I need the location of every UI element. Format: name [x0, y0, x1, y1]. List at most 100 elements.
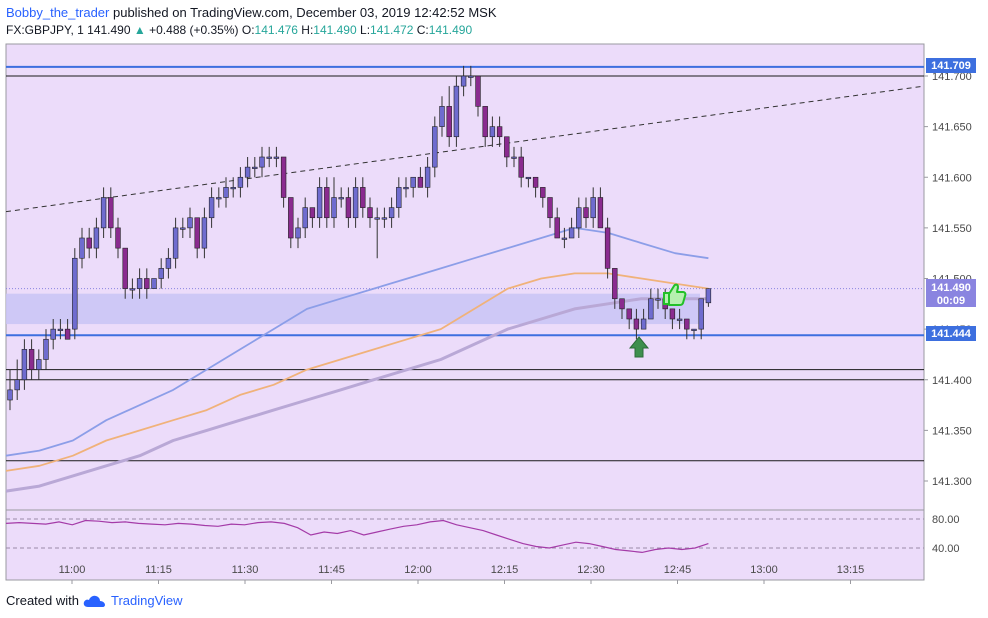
candle-body [21, 349, 28, 381]
y-tick-label-7: 141.650 [932, 122, 972, 134]
candle-body [158, 268, 164, 279]
candle-body [374, 217, 380, 220]
ma-line-1 [5, 272, 709, 472]
candle-60 [439, 96, 445, 137]
candle-body [403, 187, 409, 190]
candle-18 [136, 268, 143, 299]
candle-17 [129, 278, 136, 299]
candle-body [194, 217, 200, 249]
candles [7, 65, 712, 411]
candle-body [360, 187, 366, 208]
author-link[interactable]: Bobby_the_trader [6, 5, 110, 20]
main-pane-bg [6, 44, 924, 510]
candle-body [309, 207, 316, 219]
candle-body [554, 217, 560, 239]
green-up-arrow-icon [628, 336, 650, 358]
candle-3 [28, 339, 35, 380]
candle-body [187, 217, 193, 229]
tradingview-link[interactable]: TradingView [110, 593, 183, 608]
candle-body [619, 298, 625, 310]
candle-77 [561, 227, 568, 249]
candle-45 [331, 177, 337, 228]
candle-10 [79, 227, 85, 269]
candle-body [43, 338, 49, 360]
zone-rect [6, 293, 700, 325]
candle-95 [691, 328, 697, 340]
candle-body [468, 75, 474, 78]
candle-25 [187, 207, 193, 238]
symbol-header: FX:GBPJPY, 1 141.490 ▲ +0.488 (+0.35%) O… [6, 23, 472, 37]
candle-body [288, 197, 294, 239]
candle-body [396, 187, 402, 208]
candle-55 [403, 177, 409, 198]
candle-body [540, 187, 546, 198]
open-label: O: [241, 23, 255, 37]
candle-body [57, 328, 64, 331]
candle-22 [165, 248, 172, 279]
low-value: 141.472 [370, 23, 414, 37]
candle-53 [388, 197, 395, 228]
candle-37 [273, 146, 280, 168]
candle-6 [50, 319, 56, 350]
candle-body [489, 126, 496, 138]
candle-94 [684, 318, 690, 340]
candle-body [129, 288, 136, 291]
candle-body [511, 156, 517, 159]
top-level-tag-text: 141.709 [931, 60, 971, 72]
publish-header: Bobby_the_trader published on TradingVie… [6, 5, 496, 20]
candle-body [7, 389, 13, 401]
candle-32 [237, 167, 244, 198]
candle-body [583, 207, 589, 219]
candle-body [115, 227, 121, 249]
candle-body [424, 166, 431, 188]
low-label: L: [360, 23, 371, 37]
candle-14 [108, 187, 114, 238]
candle-42 [309, 207, 316, 228]
last-price: 141.490 [87, 23, 131, 37]
rsi-pane-bg [6, 510, 924, 580]
candle-56 [410, 176, 416, 198]
thumbs-up-icon [663, 283, 687, 306]
x-tick-label-5: 12:15 [491, 564, 519, 576]
y-tick-label-8: 141.700 [932, 71, 972, 83]
candle-body [345, 197, 352, 219]
candle-body [691, 328, 697, 331]
candle-59 [432, 116, 438, 178]
candle-28 [208, 187, 215, 228]
candle-body [504, 136, 510, 158]
candle-body [669, 308, 676, 320]
candle-body [655, 298, 661, 301]
rsi-tick-label-1: 40.00 [932, 543, 960, 555]
candle-body [612, 268, 618, 300]
dashed-trendline [5, 85, 925, 213]
rsi-tick-label-0: 80.00 [932, 514, 960, 526]
candle-body [633, 318, 640, 330]
candle-1 [14, 359, 20, 400]
candle-body [568, 227, 575, 239]
candle-72 [525, 176, 532, 188]
candle-body [352, 187, 359, 219]
x-tick-label-8: 13:00 [750, 564, 778, 576]
candle-body [446, 106, 452, 138]
candle-body [172, 227, 179, 259]
candle-body [367, 207, 373, 219]
candle-41 [302, 197, 308, 238]
candle-body [432, 126, 438, 168]
candle-body [64, 328, 71, 340]
candle-12 [93, 217, 100, 259]
candle-20 [151, 278, 157, 289]
candle-70 [511, 146, 517, 168]
footer: Created with TradingView [6, 593, 183, 608]
candle-body [561, 237, 568, 240]
rsi-line [5, 519, 709, 554]
candle-body [151, 278, 157, 289]
candle-body [324, 187, 330, 219]
candle-57 [417, 167, 424, 188]
current-price-tag [926, 279, 976, 307]
candle-body [144, 278, 150, 289]
y-tick-label-6: 141.600 [932, 172, 972, 184]
candle-body [14, 379, 20, 391]
candle-body [216, 197, 222, 200]
candle-body [453, 85, 460, 138]
